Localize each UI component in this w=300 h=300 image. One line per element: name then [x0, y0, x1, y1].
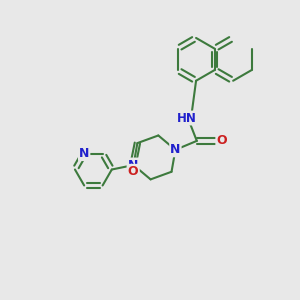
Text: O: O [128, 165, 138, 178]
Text: N: N [79, 147, 89, 160]
Text: O: O [217, 134, 227, 147]
Text: N: N [170, 143, 181, 156]
Text: HN: HN [177, 112, 197, 124]
Text: N: N [128, 159, 139, 172]
